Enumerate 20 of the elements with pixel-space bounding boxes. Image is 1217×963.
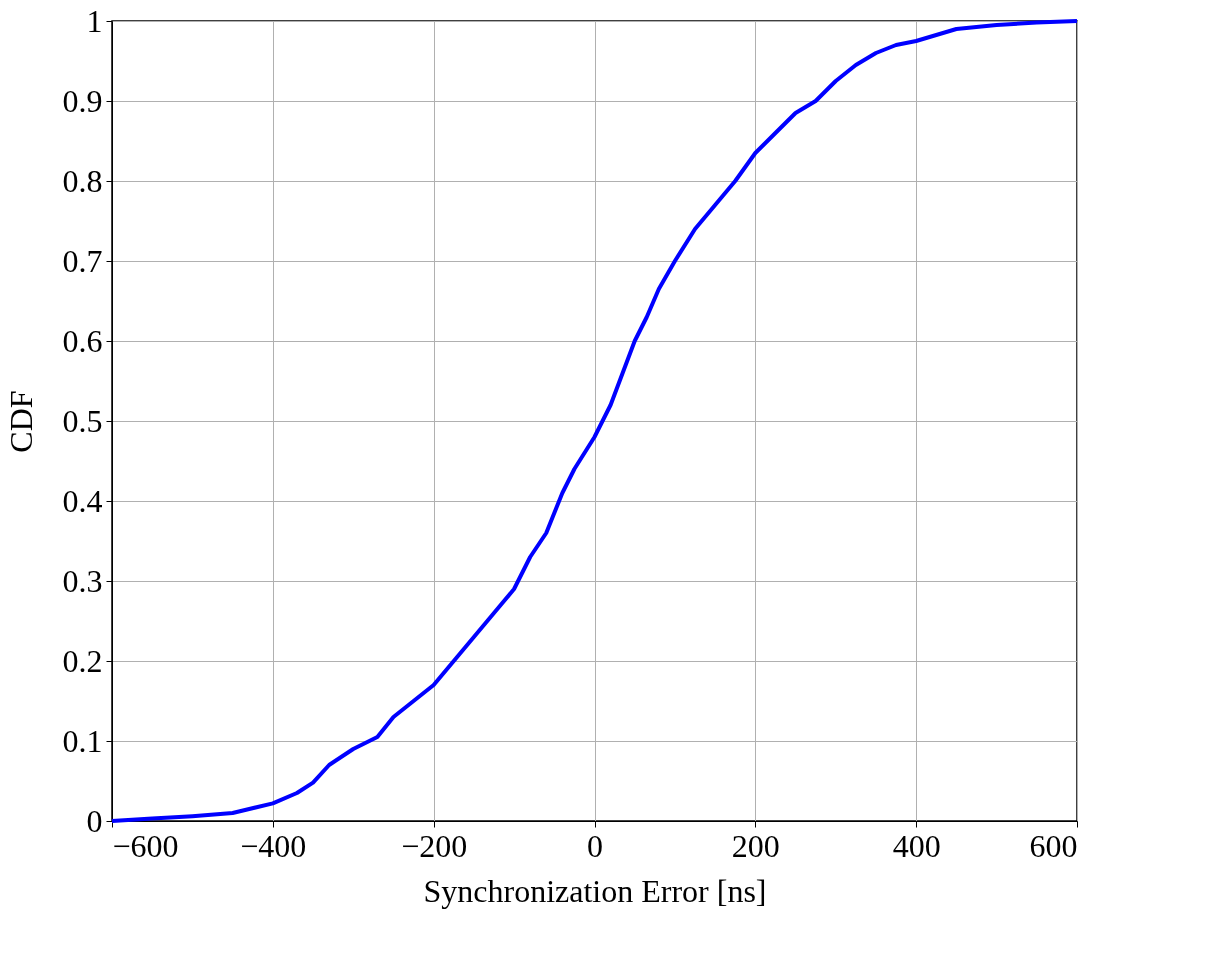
x-tick-label: 600: [1029, 827, 1078, 864]
y-tick-label: 0.8: [62, 162, 103, 199]
y-tick-label: 0.5: [62, 402, 103, 439]
x-tick-label: −200: [401, 827, 468, 864]
y-tick-label: 0.9: [62, 82, 103, 119]
y-tick-label: 0.4: [62, 482, 103, 519]
y-tick-label: 0.3: [62, 562, 103, 599]
x-tick-label: −400: [240, 827, 307, 864]
y-tick-label: 0.7: [62, 242, 103, 279]
x-tick-label: 200: [731, 827, 780, 864]
y-tick-label: 0.6: [62, 322, 103, 359]
x-tick-label: −600: [112, 827, 179, 864]
y-tick-label: 0: [86, 802, 103, 839]
x-tick-label: 400: [892, 827, 941, 864]
y-tick-label: 1: [86, 2, 103, 39]
y-tick-label: 0.1: [62, 722, 103, 759]
x-axis-title: Synchronization Error [ns]: [423, 872, 767, 909]
y-tick-label: 0.2: [62, 642, 103, 679]
y-axis-title: CDF: [2, 390, 39, 453]
x-tick-label: 0: [587, 827, 603, 864]
